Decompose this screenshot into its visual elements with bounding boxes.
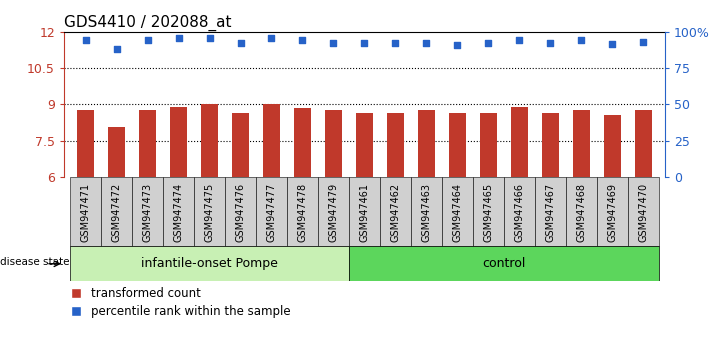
Text: GSM947461: GSM947461 [359,183,370,241]
Point [80,38,91,43]
Bar [263,104,280,177]
Legend: transformed count, percentile rank within the sample: transformed count, percentile rank withi… [70,287,291,318]
Bar [387,113,404,177]
Bar [232,113,249,177]
Bar [70,246,349,281]
Point [359,40,370,46]
Text: GSM947474: GSM947474 [173,183,183,242]
Bar [604,115,621,177]
Text: GSM947471: GSM947471 [80,183,91,242]
Bar [535,177,566,246]
Bar [566,177,597,246]
Text: GSM947479: GSM947479 [328,183,338,242]
Point [545,40,556,46]
Bar [411,177,442,246]
Bar [635,110,651,177]
Text: GSM947472: GSM947472 [112,183,122,242]
Point [575,38,587,43]
Bar [418,110,435,177]
Bar [473,177,504,246]
Text: GSM947470: GSM947470 [638,183,648,242]
Text: GSM947462: GSM947462 [390,183,400,242]
Point [483,40,494,46]
Bar [77,110,94,177]
Point [173,35,184,41]
Bar [480,113,497,177]
Text: GSM947469: GSM947469 [607,183,617,241]
Point [606,41,618,47]
Text: GSM947468: GSM947468 [576,183,586,241]
Bar [139,110,156,177]
Point [421,40,432,46]
Point [451,42,463,48]
Bar [449,113,466,177]
Point [266,35,277,41]
Bar [380,177,411,246]
Bar [542,113,559,177]
Point [638,39,649,44]
Text: GSM947467: GSM947467 [545,183,555,242]
Bar [572,110,589,177]
Bar [597,177,628,246]
Text: GSM947464: GSM947464 [452,183,462,241]
Bar [70,177,101,246]
Point [513,38,525,43]
Text: GSM947465: GSM947465 [483,183,493,242]
Bar [442,177,473,246]
Bar [349,246,658,281]
Bar [201,104,218,177]
Point [328,40,339,46]
Bar [170,107,187,177]
Text: GSM947466: GSM947466 [514,183,524,241]
Point [204,35,215,41]
Bar [349,177,380,246]
Text: control: control [482,257,525,270]
Bar [287,177,318,246]
Bar [225,177,256,246]
Bar [318,177,349,246]
Text: infantile-onset Pompe: infantile-onset Pompe [141,257,278,270]
Point [235,40,246,46]
Text: GSM947463: GSM947463 [422,183,432,241]
Text: GSM947477: GSM947477 [267,183,277,242]
Bar [108,127,125,177]
Bar [194,177,225,246]
Text: GSM947478: GSM947478 [297,183,307,242]
Point [142,38,154,43]
Bar [325,110,342,177]
Bar [163,177,194,246]
Bar [504,177,535,246]
Bar [132,177,163,246]
Text: GSM947473: GSM947473 [143,183,153,242]
Point [296,38,308,43]
Text: GSM947475: GSM947475 [205,183,215,242]
Text: disease state: disease state [0,257,70,267]
Bar [510,107,528,177]
Bar [294,108,311,177]
Text: GDS4410 / 202088_at: GDS4410 / 202088_at [64,14,232,30]
Bar [101,177,132,246]
Bar [256,177,287,246]
Point [111,46,122,52]
Text: GSM947476: GSM947476 [235,183,245,242]
Point [390,40,401,46]
Bar [628,177,658,246]
Bar [356,113,373,177]
